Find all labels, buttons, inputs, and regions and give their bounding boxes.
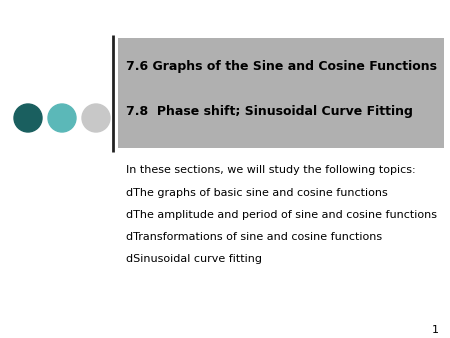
Text: 1: 1: [432, 325, 439, 335]
Circle shape: [48, 104, 76, 132]
Text: dSinusoidal curve fitting: dSinusoidal curve fitting: [126, 254, 262, 264]
Text: In these sections, we will study the following topics:: In these sections, we will study the fol…: [126, 165, 416, 175]
Text: dTransformations of sine and cosine functions: dTransformations of sine and cosine func…: [126, 232, 382, 242]
Text: 7.8  Phase shift; Sinusoidal Curve Fitting: 7.8 Phase shift; Sinusoidal Curve Fittin…: [126, 105, 413, 118]
Bar: [118, 38, 444, 148]
Circle shape: [14, 104, 42, 132]
Text: dThe graphs of basic sine and cosine functions: dThe graphs of basic sine and cosine fun…: [126, 188, 388, 198]
Text: dThe amplitude and period of sine and cosine functions: dThe amplitude and period of sine and co…: [126, 210, 437, 220]
Circle shape: [82, 104, 110, 132]
Text: 7.6 Graphs of the Sine and Cosine Functions: 7.6 Graphs of the Sine and Cosine Functi…: [126, 60, 437, 73]
